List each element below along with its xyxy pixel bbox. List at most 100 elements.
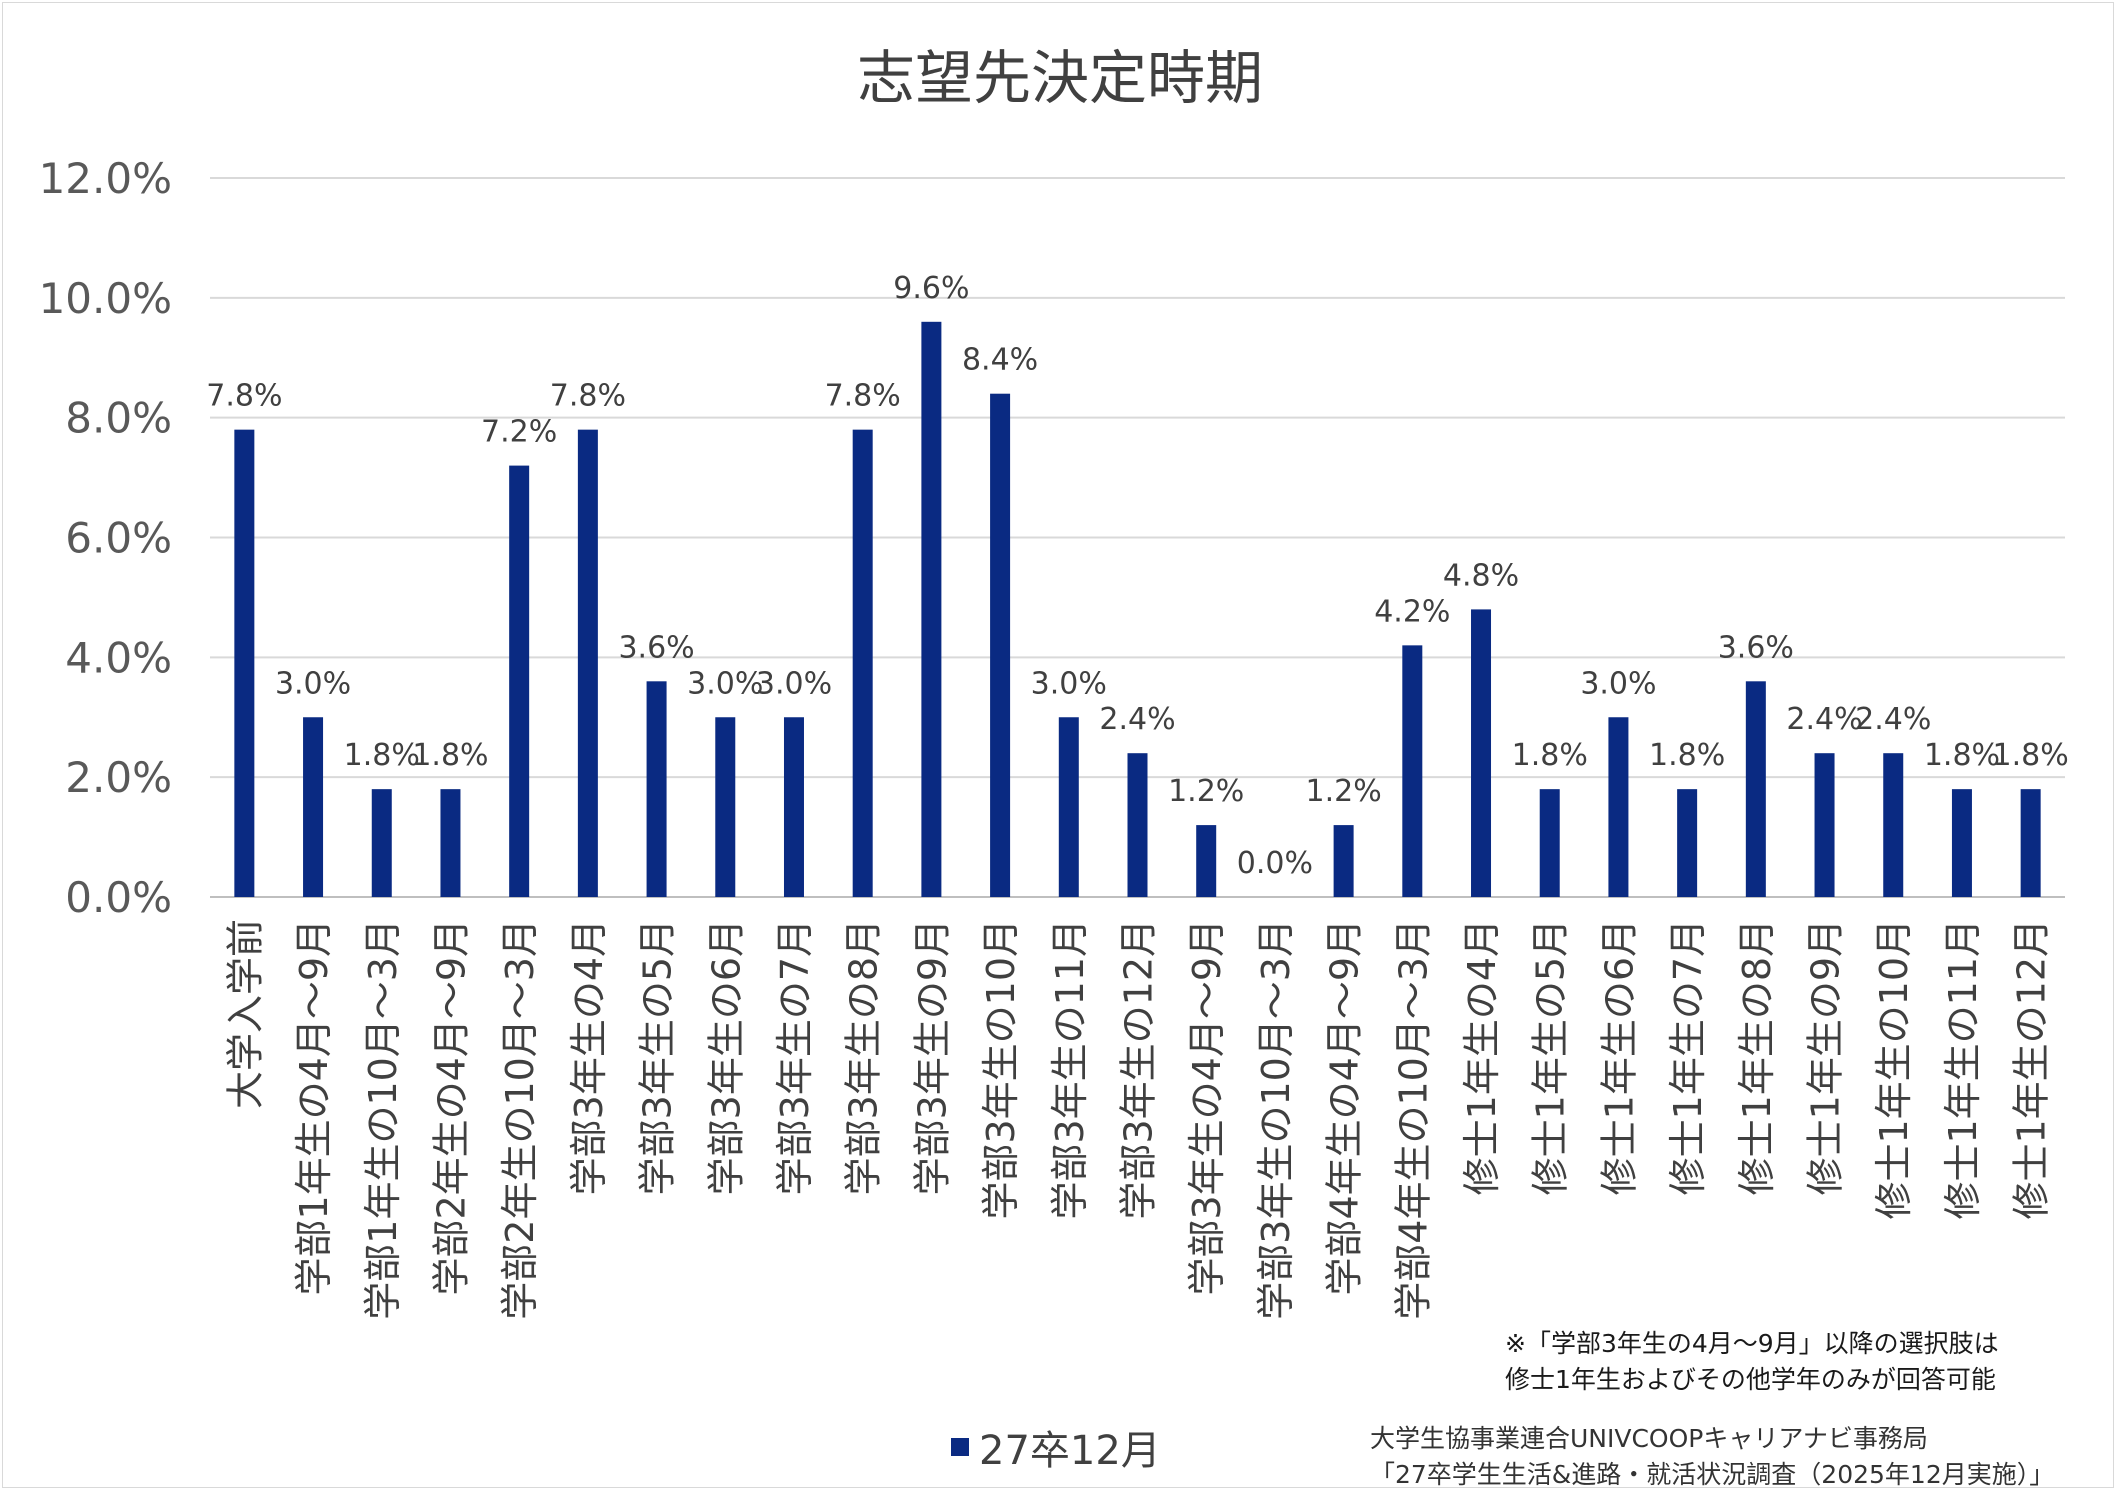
data-labels: 7.8%3.0%1.8%1.8%7.2%7.8%3.6%3.0%3.0%7.8%… [206, 271, 2069, 881]
x-tick: 学部3年生の9月 [910, 919, 954, 1195]
bar [921, 321, 942, 897]
x-tick-label: 学部3年生の11月 [1048, 919, 1092, 1220]
source-line-2: 「27卒学生生活&進路・就活状況調査（2025年12月実施）」 [1370, 1460, 2055, 1489]
x-tick: 大学入学前 [223, 919, 267, 1109]
data-label: 2.4% [1099, 702, 1175, 737]
x-tick-label: 学部2年生の10月～3月 [498, 919, 542, 1320]
bar [1677, 789, 1698, 897]
bar [2020, 789, 2041, 897]
x-tick-label: 学部1年生の10月～3月 [361, 919, 405, 1320]
data-label: 1.8% [1924, 738, 2000, 773]
x-tick: 学部1年生の4月～9月 [292, 919, 336, 1296]
bar [646, 681, 667, 897]
x-tick: 学部2年生の10月～3月 [498, 919, 542, 1320]
x-tick-label: 学部3年生の5月 [636, 919, 680, 1195]
bar [234, 429, 255, 897]
data-label: 7.8% [206, 379, 282, 414]
x-tick-label: 学部3年生の4月 [567, 919, 611, 1195]
data-label: 9.6% [893, 271, 969, 306]
x-tick: 学部2年生の4月～9月 [429, 919, 473, 1296]
x-tick: 学部3年生の11月 [1048, 919, 1092, 1220]
y-tick-label: 4.0% [65, 633, 172, 682]
bar [303, 717, 324, 897]
y-tick-label: 0.0% [65, 873, 172, 922]
x-tick: 修士1年生の10月 [1872, 919, 1916, 1220]
x-tick: 修士1年生の12月 [2010, 919, 2054, 1220]
x-tick-label: 学部3年生の6月 [704, 919, 748, 1195]
bar [1402, 645, 1423, 897]
y-tick-label: 10.0% [39, 274, 172, 323]
source-line-1: 大学生協事業連合UNIVCOOPキャリアナビ事務局 [1370, 1424, 1928, 1453]
x-tick: 学部3年生の7月 [773, 919, 817, 1195]
x-tick-label: 修士1年生の7月 [1666, 919, 1710, 1195]
data-label: 4.8% [1443, 558, 1519, 593]
x-tick: 修士1年生の5月 [1529, 919, 1573, 1195]
x-tick-label: 修士1年生の12月 [2010, 919, 2054, 1220]
bar [1608, 717, 1629, 897]
footnote-line-2: 修士1年生およびその他学年のみが回答可能 [1505, 1365, 1996, 1394]
bar [371, 789, 392, 897]
data-label: 0.0% [1237, 846, 1313, 881]
x-tick-label: 修士1年生の4月 [1460, 919, 1504, 1195]
data-label: 2.4% [1786, 702, 1862, 737]
footnote: ※「学部3年生の4月～9月」以降の選択肢は 修士1年生およびその他学年のみが回答… [1505, 1326, 1999, 1398]
data-label: 3.0% [275, 666, 351, 701]
x-tick: 修士1年生の6月 [1597, 919, 1641, 1195]
x-tick: 学部4年生の10月～3月 [1391, 919, 1435, 1320]
x-tick: 修士1年生の4月 [1460, 919, 1504, 1195]
source-credit: 大学生協事業連合UNIVCOOPキャリアナビ事務局 「27卒学生生活&進路・就活… [1370, 1421, 2054, 1493]
x-tick-label: 学部3年生の10月 [979, 919, 1023, 1220]
data-label: 3.0% [1031, 666, 1107, 701]
x-tick: 学部3年生の10月～3月 [1254, 919, 1298, 1320]
data-label: 1.2% [1168, 774, 1244, 809]
x-tick: 学部3年生の5月 [636, 919, 680, 1195]
bar [1814, 753, 1835, 897]
bar [1951, 789, 1972, 897]
data-label: 3.6% [1718, 630, 1794, 665]
data-label: 1.8% [1649, 738, 1725, 773]
data-label: 3.6% [618, 630, 694, 665]
chart-title: 志望先決定時期 [857, 44, 1263, 112]
bar [577, 429, 598, 897]
footnote-line-1: ※「学部3年生の4月～9月」以降の選択肢は [1505, 1329, 1999, 1358]
data-label: 1.8% [412, 738, 488, 773]
y-tick-label: 2.0% [65, 753, 172, 802]
x-tick-label: 学部2年生の4月～9月 [429, 919, 473, 1296]
x-tick-label: 学部4年生の4月～9月 [1323, 919, 1367, 1296]
bar [1196, 825, 1217, 897]
data-label: 1.8% [1512, 738, 1588, 773]
x-tick-label: 修士1年生の11月 [1941, 919, 1985, 1220]
data-label: 8.4% [962, 343, 1038, 378]
bar [509, 465, 530, 897]
x-tick: 修士1年生の8月 [1735, 919, 1779, 1195]
data-label: 3.0% [687, 666, 763, 701]
x-tick-label: 学部3年生の12月 [1117, 919, 1161, 1220]
y-axis-ticks: 0.0% 2.0% 4.0% 6.0% 8.0% 10.0% 12.0% [39, 154, 172, 922]
x-tick-label: 学部3年生の8月 [842, 919, 886, 1195]
data-label: 7.8% [825, 379, 901, 414]
data-label: 3.0% [756, 666, 832, 701]
x-axis-ticks: 大学入学前 学部1年生の4月～9月 学部1年生の10月～3月 学部2年生の4月～9月学… [223, 919, 2053, 1320]
x-tick: 学部1年生の10月～3月 [361, 919, 405, 1320]
bar [1333, 825, 1354, 897]
bar [1539, 789, 1560, 897]
data-label: 2.4% [1855, 702, 1931, 737]
bar [1883, 753, 1904, 897]
legend-label: 27卒12月 [979, 1428, 1161, 1474]
x-tick: 学部4年生の4月～9月 [1323, 919, 1367, 1296]
data-label: 7.2% [481, 415, 557, 450]
y-tick-label: 6.0% [65, 514, 172, 563]
x-tick-label: 学部4年生の10月～3月 [1391, 919, 1435, 1320]
x-tick: 学部3年生の12月 [1117, 919, 1161, 1220]
data-label: 7.8% [550, 379, 626, 414]
bar [1058, 717, 1079, 897]
x-tick: 学部3年生の6月 [704, 919, 748, 1195]
x-tick-label: 修士1年生の5月 [1529, 919, 1573, 1195]
bar [1127, 753, 1148, 897]
x-tick-label: 修士1年生の10月 [1872, 919, 1916, 1220]
legend: 27卒12月 [951, 1418, 1161, 1476]
bar [715, 717, 736, 897]
bar [852, 429, 873, 897]
